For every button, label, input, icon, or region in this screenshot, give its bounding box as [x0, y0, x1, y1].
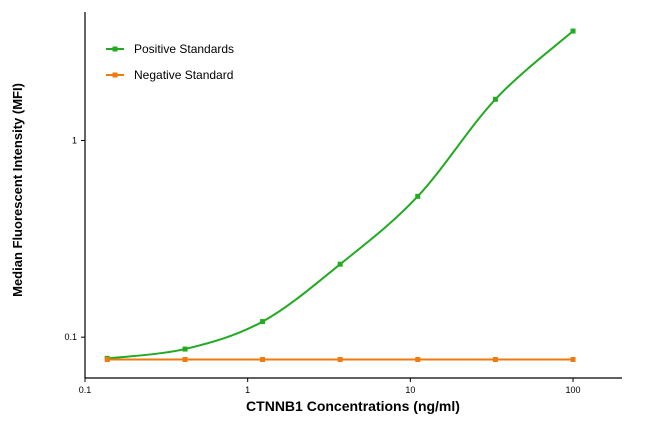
data-point: [415, 356, 421, 362]
data-point: [492, 96, 498, 102]
data-point: [182, 356, 188, 362]
legend-label: Negative Standard: [134, 68, 233, 82]
legend-marker: [112, 72, 118, 78]
data-point: [337, 261, 343, 267]
ticks: 0.1 1 10 100 0.1 1: [64, 135, 580, 395]
legend-marker: [112, 46, 118, 52]
y-tick-label: 0.1: [64, 332, 77, 342]
data-point: [104, 356, 110, 362]
y-tick-label: 1: [72, 135, 77, 145]
data-point: [182, 346, 188, 352]
data-point: [570, 28, 576, 34]
data-point: [260, 319, 266, 325]
y-axis-title: Median Fluorescent Intensity (MFI): [10, 83, 25, 297]
x-tick-label: 10: [405, 385, 415, 395]
data-point: [260, 356, 266, 362]
x-axis-title: CTNNB1 Concentrations (ng/ml): [246, 398, 460, 414]
data-point: [415, 193, 421, 199]
plot-points: [104, 28, 576, 362]
x-tick-label: 0.1: [79, 385, 92, 395]
x-tick-label: 100: [566, 385, 581, 395]
x-tick-label: 1: [245, 385, 250, 395]
data-point: [337, 356, 343, 362]
data-point: [492, 356, 498, 362]
legend: Positive Standards Negative Standard: [106, 42, 234, 82]
legend-label: Positive Standards: [134, 42, 234, 56]
axes: [84, 12, 622, 379]
data-point: [570, 356, 576, 362]
